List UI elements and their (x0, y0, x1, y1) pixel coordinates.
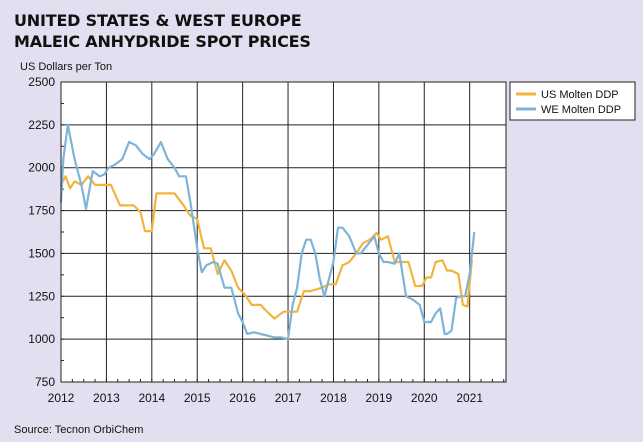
y-tick-label: 750 (35, 375, 55, 389)
chart-title-line-2: MALEIC ANHYDRIDE SPOT PRICES (14, 32, 311, 51)
x-tick-label: 2018 (320, 391, 347, 405)
y-tick-label: 1250 (28, 289, 55, 303)
plot-frame (60, 81, 507, 383)
plot-background (61, 82, 506, 382)
chart-title-line-1: UNITED STATES & WEST EUROPE (14, 11, 302, 30)
x-tick-label: 2015 (184, 391, 211, 405)
series-we-molten-ddp-line (59, 123, 476, 341)
y-tick-label: 2500 (28, 75, 55, 89)
series-group (59, 123, 476, 341)
legend-label: WE Molten DDP (541, 104, 621, 116)
x-tick-label: 2020 (411, 391, 438, 405)
x-tick-label: 2016 (229, 391, 256, 405)
x-tick-label: 2012 (48, 391, 75, 405)
y-tick-label: 1000 (28, 332, 55, 346)
x-tick-label: 2017 (275, 391, 302, 405)
y-tick-label: 2250 (28, 118, 55, 132)
axis-labels: 750 1000 1250 1500 1750 2000 2250 2500 2012 2013 2… (20, 61, 483, 405)
y-tick-label: 1500 (28, 246, 55, 260)
legend-label: US Molten DDP (541, 89, 619, 101)
series-us-molten-ddp-line (59, 175, 473, 320)
y-tick-label: 1750 (28, 204, 55, 218)
chart-title: UNITED STATES & WEST EUROPE MALEIC ANHYD… (14, 10, 311, 52)
x-tick-label: 2019 (366, 391, 393, 405)
source-note: Source: Tecnon OrbiChem (14, 424, 144, 436)
legend-box (509, 81, 636, 121)
x-tick-label: 2013 (93, 391, 120, 405)
y-axis-label: US Dollars per Ton (20, 61, 112, 73)
x-tick-label: 2014 (138, 391, 165, 405)
x-tick-label: 2021 (456, 391, 483, 405)
y-tick-label: 2000 (28, 161, 55, 175)
legend: US Molten DDP WE Molten DDP (509, 81, 636, 121)
